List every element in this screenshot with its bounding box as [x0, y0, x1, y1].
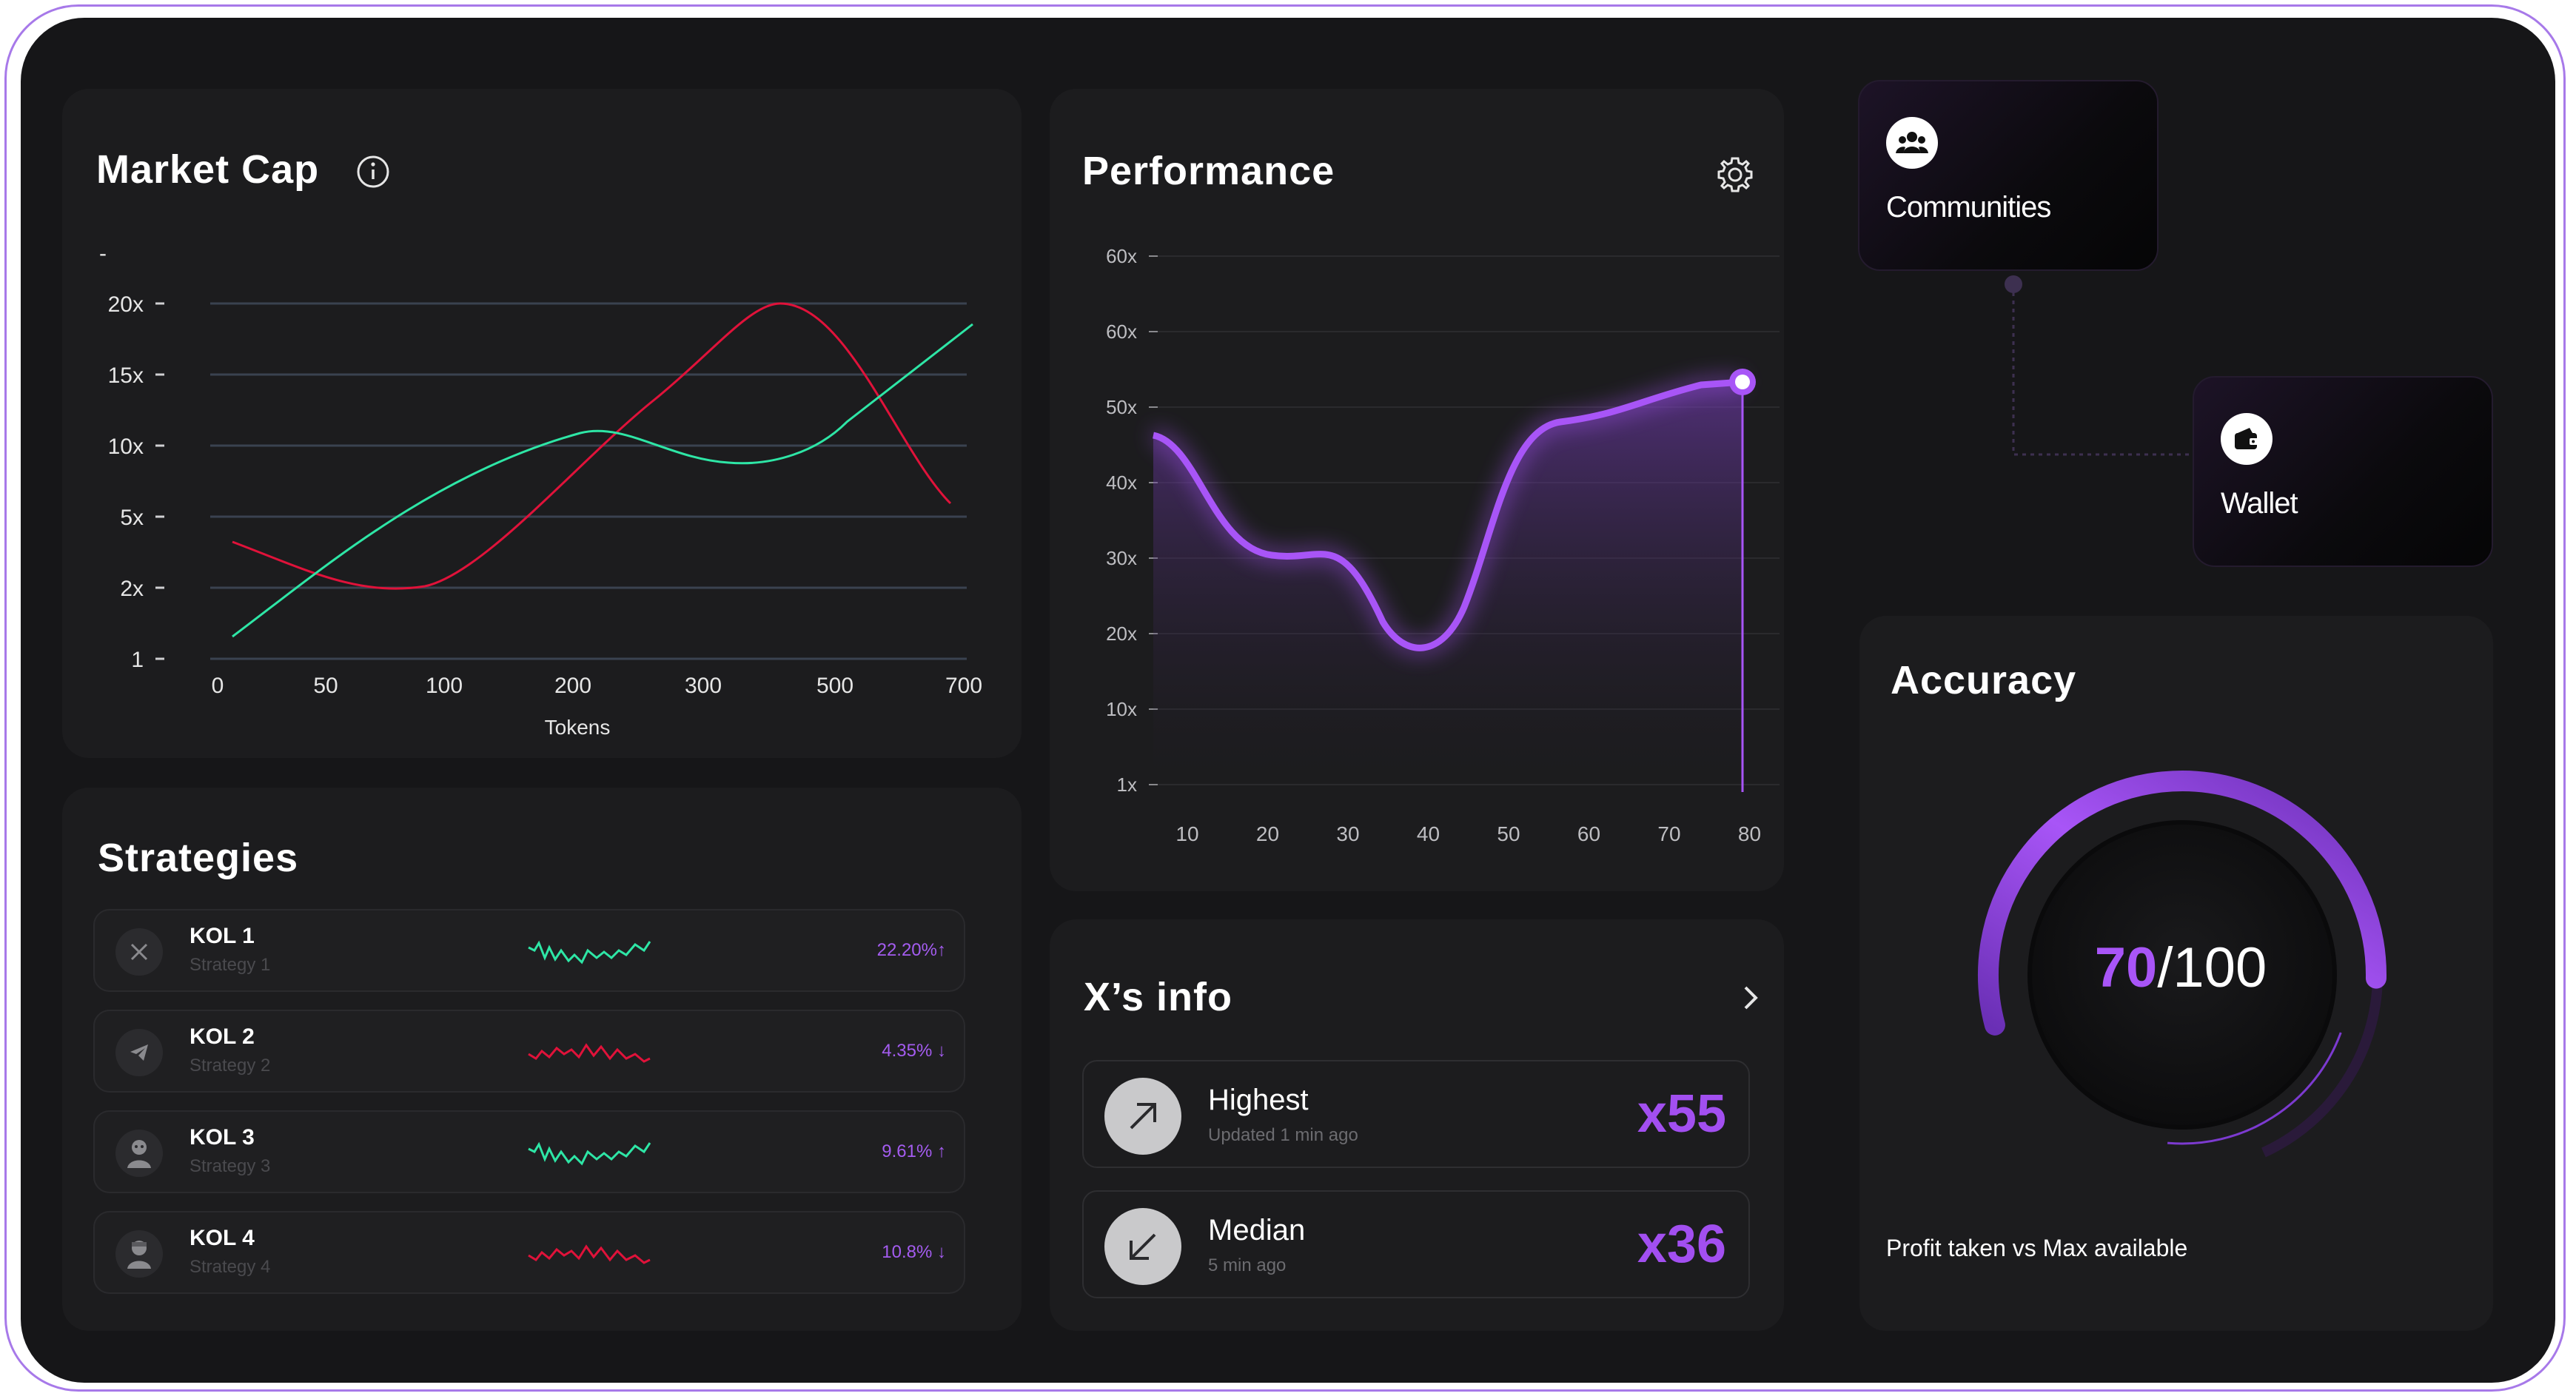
x-tick-label: 100: [426, 674, 463, 698]
avatar-icon: [115, 1130, 163, 1177]
strategy-name: KOL 1: [189, 924, 255, 948]
strategy-name: KOL 2: [189, 1024, 255, 1049]
wallet-card[interactable]: Wallet: [2193, 376, 2493, 567]
performance-area: [1153, 382, 1743, 799]
communities-card[interactable]: Communities: [1858, 80, 2159, 271]
x-tick-label: 500: [816, 674, 853, 698]
info-icon[interactable]: [355, 154, 391, 193]
telegram-icon: [115, 1029, 163, 1076]
x-tick-label: 10: [1175, 822, 1198, 845]
x-tick-label: 50: [313, 674, 338, 698]
y-tick-label: 10x: [108, 435, 144, 459]
strategy-pct: 22.20%↑: [876, 940, 946, 960]
y-tick-label: 2x: [120, 577, 144, 601]
performance-chart: 60x 60x 50x 40x 30x 20x 10x 1x 10 20 30 40 50 60 70 80: [1106, 245, 1780, 845]
accuracy-score: 70/100: [1859, 936, 2502, 1000]
x-tick-label: 200: [554, 674, 591, 698]
accuracy-value: 70: [2094, 936, 2158, 999]
y-tick-label: 40x: [1106, 472, 1137, 494]
strategy-name: KOL 4: [189, 1226, 255, 1250]
y-tick-label: 15x: [108, 363, 144, 388]
performance-panel: Performance 60x 60x 50x 40x 30x 20x 10x 1x 10 20…: [1050, 89, 1784, 891]
avatar-icon: [115, 1230, 163, 1278]
accuracy-caption: Profit taken vs Max available: [1886, 1235, 2188, 1261]
performance-title: Performance: [1082, 149, 1335, 193]
strategy-sub: Strategy 4: [189, 1257, 271, 1277]
axis-dash: -: [99, 241, 107, 266]
arrow-up-right-icon: [1104, 1078, 1181, 1155]
strategies-title: Strategies: [98, 836, 299, 880]
y-tick-label: 10x: [1106, 698, 1137, 720]
accuracy-gauge: [1978, 771, 2387, 1158]
x-tick-label: 70: [1657, 822, 1680, 845]
strategies-panel: Strategies KOL 1 Strategy 1 22.20%↑ KOL …: [62, 788, 1022, 1331]
info-sub: 5 min ago: [1208, 1255, 1287, 1275]
strategy-row[interactable]: KOL 2 Strategy 2 4.35% ↓: [93, 1010, 965, 1093]
sparkline-down: [528, 1244, 651, 1264]
arrow-down-left-icon: [1104, 1208, 1181, 1285]
chevron-right-icon[interactable]: [1735, 982, 1765, 1018]
y-tick-label: 1x: [1117, 774, 1137, 796]
accuracy-panel: Accuracy 70/100 Profit taken vs Max a: [1859, 616, 2493, 1331]
x-tick-label: 0: [212, 674, 224, 698]
xinfo-panel: X’s info Highest Updated 1 min ago x55 M…: [1050, 919, 1784, 1331]
strategy-sub: Strategy 2: [189, 1056, 271, 1076]
x-tick-label: 60: [1577, 822, 1600, 845]
y-tick-label: 20x: [1106, 623, 1137, 645]
y-tick-label: 50x: [1106, 396, 1137, 418]
x-axis-label: Tokens: [545, 716, 611, 739]
sparkline-up: [528, 1141, 651, 1166]
strategy-sub: Strategy 3: [189, 1156, 271, 1176]
x-tick-label: 300: [685, 674, 722, 698]
communities-label: Communities: [1886, 191, 2051, 224]
accuracy-title: Accuracy: [1891, 658, 2077, 702]
performance-line: [1152, 378, 1743, 651]
market-cap-title: Market Cap: [96, 147, 320, 192]
market-cap-chart: - 20x 15x 10x 5x 2x 1 0 50 100 200 300 500 700 Toke…: [99, 241, 982, 739]
y-tick-label: 60x: [1106, 321, 1137, 343]
x-tick-label: 20: [1256, 822, 1279, 845]
series-green-line: [232, 323, 973, 638]
sparkline-down: [528, 1043, 651, 1063]
strategy-pct: 9.61% ↑: [882, 1141, 946, 1161]
info-value: x36: [1637, 1215, 1726, 1274]
xinfo-title: X’s info: [1084, 975, 1233, 1019]
y-tick-label: 5x: [120, 506, 144, 530]
wallet-icon: [2221, 413, 2273, 465]
info-value: x55: [1637, 1084, 1726, 1144]
y-tick-label: 20x: [108, 292, 144, 317]
x-tick-label: 30: [1336, 822, 1359, 845]
info-sub: Updated 1 min ago: [1208, 1125, 1358, 1145]
x-tick-label: 50: [1497, 822, 1520, 845]
wallet-label: Wallet: [2221, 487, 2298, 520]
gear-icon[interactable]: [1714, 154, 1756, 199]
strategy-pct: 4.35% ↓: [882, 1041, 946, 1061]
accuracy-max: /100: [2157, 936, 2267, 999]
x-tick-label: 700: [945, 674, 982, 698]
y-tick-label: 1: [131, 648, 144, 672]
x-logo-icon: [115, 928, 163, 976]
strategy-name: KOL 3: [189, 1125, 255, 1150]
x-tick-label: 80: [1738, 822, 1761, 845]
dashboard-screen: Market Cap - 20x 15x 10x 5x 2x 1 0 50 100 200 300…: [21, 18, 2555, 1383]
market-cap-panel: Market Cap - 20x 15x 10x 5x 2x 1 0 50 100 200 300…: [62, 89, 1022, 758]
info-label: Highest: [1208, 1084, 1309, 1116]
y-tick-label: 60x: [1106, 245, 1137, 267]
y-tick-label: 30x: [1106, 547, 1137, 569]
sparkline-up: [528, 940, 651, 964]
x-tick-label: 40: [1417, 822, 1440, 845]
users-icon: [1886, 117, 1938, 169]
gauge-progress: [1978, 771, 2387, 1036]
series-red-line: [232, 302, 952, 590]
strategy-sub: Strategy 1: [189, 955, 271, 975]
strategy-row[interactable]: KOL 1 Strategy 1 22.20%↑: [93, 909, 965, 992]
strategy-pct: 10.8% ↓: [882, 1242, 946, 1262]
strategy-row[interactable]: KOL 4 Strategy 4 10.8% ↓: [93, 1211, 965, 1294]
info-row-median[interactable]: Median 5 min ago x36: [1082, 1190, 1750, 1298]
info-label: Median: [1208, 1214, 1306, 1247]
strategy-row[interactable]: KOL 3 Strategy 3 9.61% ↑: [93, 1110, 965, 1193]
info-row-highest[interactable]: Highest Updated 1 min ago x55: [1082, 1060, 1750, 1168]
